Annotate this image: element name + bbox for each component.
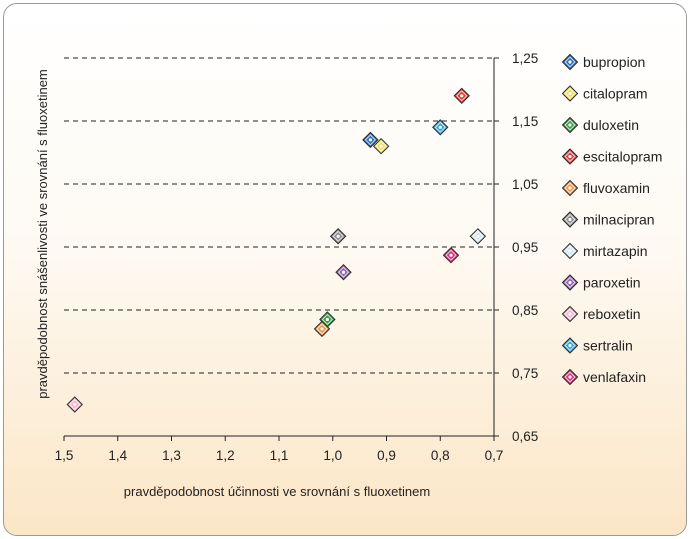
legend-label-duloxetin: duloxetin	[583, 117, 639, 133]
scatter-chart: 1,25 1,15 1,05 0,95 0,85 0,75 0,65 1,5 1,4 1,3 1,2…	[35, 51, 662, 499]
x-tick-label: 1,1	[270, 448, 289, 463]
legend-label-bupropion: bupropion	[583, 54, 645, 70]
legend: bupropion citalopram duloxetin escitalopram…	[561, 53, 662, 386]
legend-marker-paroxetin	[561, 274, 579, 291]
y-tick-label: 0,85	[512, 303, 538, 318]
data-point-venlafaxin	[442, 246, 460, 264]
chart-panel: 1,25 1,15 1,05 0,95 0,85 0,75 0,65 1,5 1,4 1,3 1,2…	[3, 3, 687, 536]
y-axis-title: pravděpodobnost snášenlivosti ve srovnán…	[35, 69, 50, 399]
legend-label-citalopram: citalopram	[583, 86, 648, 102]
x-tick-label: 0,8	[431, 448, 450, 463]
legend-marker-escitalopram	[561, 148, 579, 165]
x-tick-label: 0,9	[377, 448, 396, 463]
legend-label-venlafaxin: venlafaxin	[583, 369, 646, 385]
legend-label-fluvoxamin: fluvoxamin	[583, 180, 650, 196]
legend-label-mirtazapin: mirtazapin	[583, 243, 648, 259]
grid-lines	[64, 57, 494, 374]
legend-marker-bupropion	[561, 53, 579, 71]
y-tick-label: 0,95	[512, 240, 538, 255]
data-point-escitalopram	[453, 87, 470, 105]
data-point-citalopram	[372, 137, 390, 155]
x-tick-label: 1,0	[323, 448, 342, 463]
data-point-milnacipran	[329, 228, 347, 245]
tick-labels: 1,25 1,15 1,05 0,95 0,85 0,75 0,65 1,5 1,4 1,3 1,2…	[55, 51, 539, 463]
legend-marker-duloxetin	[561, 116, 579, 134]
y-tick-label: 1,15	[512, 114, 538, 129]
data-point-sertralin	[432, 119, 449, 136]
legend-label-paroxetin: paroxetin	[583, 275, 641, 291]
legend-marker-sertralin	[561, 337, 579, 354]
x-axis-title: pravděpodobnost účinnosti ve srovnání s …	[124, 484, 430, 499]
legend-label-milnacipran: milnacipran	[583, 212, 655, 228]
data-point-fluvoxamin	[313, 320, 331, 338]
legend-marker-reboxetin	[561, 305, 579, 323]
x-tick-label: 1,2	[216, 448, 235, 463]
data-point-paroxetin	[335, 263, 352, 281]
legend-marker-citalopram	[561, 85, 579, 102]
legend-marker-venlafaxin	[561, 368, 579, 386]
y-tick-label: 1,05	[512, 177, 538, 192]
y-tick-label: 1,25	[512, 51, 538, 66]
x-tick-label: 1,3	[162, 448, 181, 463]
data-point-mirtazapin	[469, 228, 487, 245]
legend-label-reboxetin: reboxetin	[583, 306, 641, 322]
y-tick-label: 0,75	[512, 366, 538, 381]
data-point-bupropion	[362, 131, 379, 149]
legend-marker-mirtazapin	[561, 242, 579, 260]
data-points	[66, 87, 487, 413]
x-tick-label: 1,4	[108, 448, 127, 463]
legend-marker-fluvoxamin	[561, 179, 579, 197]
axes	[63, 57, 499, 441]
legend-label-escitalopram: escitalopram	[583, 149, 662, 165]
legend-label-sertralin: sertralin	[583, 338, 633, 354]
x-tick-label: 0,7	[485, 448, 504, 463]
x-tick-label: 1,5	[55, 448, 74, 463]
y-tick-label: 0,65	[512, 429, 538, 444]
data-point-reboxetin	[66, 396, 83, 413]
legend-marker-milnacipran	[561, 211, 579, 228]
